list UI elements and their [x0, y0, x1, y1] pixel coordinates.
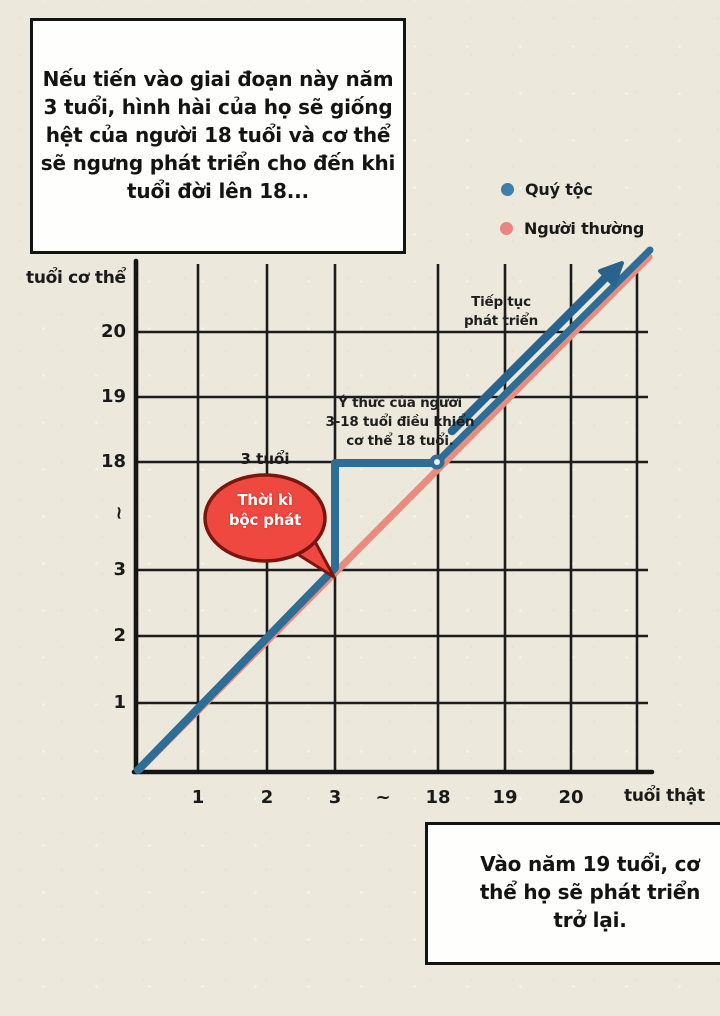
bubble-line: bộc phát — [228, 511, 302, 529]
legend-item-noble: Quý tộc — [501, 180, 593, 199]
note-line: tuổi đời lên 18... — [127, 179, 309, 203]
legend-item-commoner: Người thường — [500, 219, 644, 238]
legend-dot-pink — [500, 222, 513, 235]
continue-note-line: Tiếp tục — [471, 294, 531, 310]
y-tick: 1 — [113, 692, 126, 713]
y-axis-break-tilde: ~ — [108, 505, 130, 521]
x-axis-title: tuổi thật — [624, 786, 705, 806]
y-tick: 18 — [100, 451, 126, 472]
control-note: Ý thức của người 3-18 tuổi điều khiển cơ… — [310, 394, 490, 451]
note-line: trở lại. — [553, 908, 627, 932]
y-tick: 2 — [113, 625, 126, 646]
gridlines — [136, 264, 648, 772]
x-tick: 2 — [260, 787, 274, 808]
x-tick: 3 — [328, 787, 342, 808]
y-axis-title: tuổi cơ thể — [26, 268, 126, 288]
legend-label: Quý tộc — [525, 180, 593, 199]
axes — [131, 258, 655, 775]
note-line: Vào năm 19 tuổi, cơ — [480, 852, 700, 876]
note-line: thể họ sẽ phát triển — [479, 880, 701, 904]
control-note-line: Ý thức của người — [338, 395, 462, 411]
control-note-line: cơ thể 18 tuổi. — [346, 433, 454, 449]
legend-label: Người thường — [524, 219, 645, 238]
y-tick: 19 — [100, 386, 126, 407]
y-tick: 3 — [113, 559, 126, 580]
note-line: hệt của người 18 tuổi và cơ thể — [45, 123, 391, 147]
y-tick: 20 — [100, 321, 126, 342]
top-note-panel: Nếu tiến vào giai đoạn này năm 3 tuổi, h… — [30, 18, 406, 254]
x-tick: 20 — [558, 787, 584, 808]
burst-age-label: 3 tuổi — [240, 450, 290, 468]
bottom-note-panel: Vào năm 19 tuổi, cơ thể họ sẽ phát triển… — [425, 822, 720, 965]
continue-note: Tiếp tục phát triển — [441, 293, 561, 331]
note-line: sẽ ngưng phát triển cho đến khi — [40, 151, 396, 175]
legend-dot-blue — [501, 183, 514, 196]
x-tick: 19 — [492, 787, 518, 808]
x-tick: 1 — [191, 787, 205, 808]
control-note-line: 3-18 tuổi điều khiển — [325, 414, 475, 430]
note-line: Nếu tiến vào giai đoạn này năm — [42, 67, 394, 91]
continue-note-line: phát triển — [463, 313, 539, 329]
intersection-dot — [429, 454, 445, 470]
growth-arrow — [447, 261, 624, 436]
burst-bubble-shape — [203, 473, 336, 579]
burst-bubble-text: Thời kì bộc phát — [203, 490, 327, 530]
note-line: 3 tuổi, hình hài của họ sẽ giống — [43, 95, 393, 119]
x-axis-break-tilde: ~ — [375, 787, 391, 808]
x-tick: 18 — [425, 787, 451, 808]
bubble-line: Thời kì — [237, 491, 293, 509]
